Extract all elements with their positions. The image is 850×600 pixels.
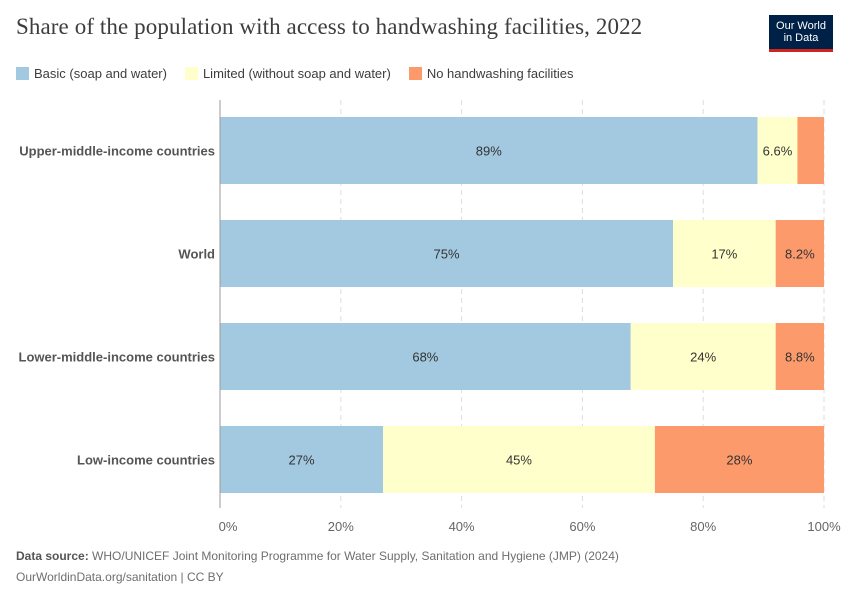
data-label: 6.6% (763, 144, 793, 159)
bar-segment (220, 117, 758, 184)
x-tick-label: 20% (328, 519, 354, 534)
x-tick-label: 60% (569, 519, 595, 534)
category-label: Lower-middle-income countries (19, 350, 215, 365)
category-label: Low-income countries (77, 453, 215, 468)
data-label: 27% (289, 453, 315, 468)
legend-label-limited: Limited (without soap and water) (202, 66, 391, 81)
legend-swatch-limited (184, 67, 198, 80)
bar-segment (797, 117, 824, 184)
legend-item-basic[interactable]: Basic (soap and water) (16, 66, 167, 81)
legend-item-limited[interactable]: Limited (without soap and water) (184, 66, 391, 81)
data-label: 75% (433, 247, 459, 262)
bar-segment (654, 426, 824, 493)
category-label: Upper-middle-income countries (19, 144, 215, 159)
bar-segment (220, 426, 384, 493)
bar-segment (775, 220, 824, 287)
license-line[interactable]: OurWorldinData.org/sanitation | CC BY (16, 570, 224, 584)
legend: Basic (soap and water) Limited (without … (16, 66, 592, 81)
logo-line-2: in Data (783, 32, 819, 44)
owid-logo[interactable]: Our World in Data (769, 15, 833, 52)
bar-segment (757, 117, 798, 184)
logo-line-1: Our World (776, 20, 826, 32)
bar-segment (673, 220, 776, 287)
legend-item-none[interactable]: No handwashing facilities (408, 66, 574, 81)
legend-swatch-basic (16, 67, 29, 80)
chart-title: Share of the population with access to h… (16, 14, 643, 39)
x-tick-label: 100% (807, 519, 841, 534)
bar-segment (630, 323, 776, 390)
legend-label-basic: Basic (soap and water) (34, 66, 167, 81)
bar-segment (775, 323, 824, 390)
x-tick-label: 40% (449, 519, 475, 534)
legend-swatch-none (408, 67, 422, 80)
data-label: 17% (711, 247, 737, 262)
data-label: 28% (726, 453, 752, 468)
x-tick-label: 0% (219, 519, 238, 534)
data-label: 8.2% (785, 247, 815, 262)
bar-segment (383, 426, 655, 493)
category-label: World (178, 247, 215, 262)
bar-segment (220, 323, 631, 390)
source-label: Data source: (16, 549, 89, 563)
data-label: 89% (476, 144, 502, 159)
data-label: 8.8% (785, 350, 815, 365)
bar-segment (220, 220, 673, 287)
x-tick-label: 80% (690, 519, 716, 534)
source-text[interactable]: WHO/UNICEF Joint Monitoring Programme fo… (92, 549, 619, 563)
legend-label-none: No handwashing facilities (426, 66, 574, 81)
data-label: 24% (690, 350, 716, 365)
data-label: 45% (506, 453, 532, 468)
data-source: Data source: WHO/UNICEF Joint Monitoring… (16, 549, 619, 563)
data-label: 68% (412, 350, 438, 365)
